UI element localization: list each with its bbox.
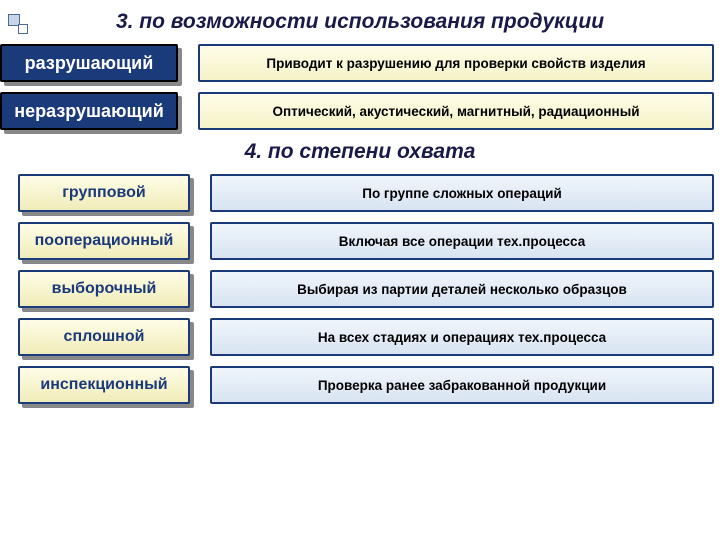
- section-4-rows: групповой По группе сложных операций поопе…: [0, 174, 720, 404]
- section3-row: разрушающий Приводит к разрушению для про…: [0, 44, 720, 82]
- section3-desc: Оптический, акустический, магнитный, рад…: [198, 92, 714, 130]
- section4-row: выборочный Выбирая из партии деталей неск…: [0, 270, 720, 308]
- section3-label: разрушающий: [0, 44, 178, 82]
- section4-label: сплошной: [18, 318, 190, 356]
- section3-label-wrap: разрушающий: [0, 44, 178, 82]
- section4-label: выборочный: [18, 270, 190, 308]
- section4-row: групповой По группе сложных операций: [0, 174, 720, 212]
- section4-label: групповой: [18, 174, 190, 212]
- section4-label: инспекционный: [18, 366, 190, 404]
- section4-desc: Выбирая из партии деталей несколько обра…: [210, 270, 714, 308]
- corner-decoration: [8, 14, 32, 38]
- section4-label-wrap: групповой: [18, 174, 190, 212]
- section4-label: пооперационный: [18, 222, 190, 260]
- section4-label-wrap: выборочный: [18, 270, 190, 308]
- section4-label-wrap: сплошной: [18, 318, 190, 356]
- section4-desc: Проверка ранее забракованной продукции: [210, 366, 714, 404]
- section4-row: сплошной На всех стадиях и операциях тех.…: [0, 318, 720, 356]
- section4-label-wrap: инспекционный: [18, 366, 190, 404]
- heading-section-4: 4. по степени охвата: [0, 140, 720, 164]
- section4-desc: На всех стадиях и операциях тех.процесса: [210, 318, 714, 356]
- section3-desc: Приводит к разрушению для проверки свойс…: [198, 44, 714, 82]
- section4-row: инспекционный Проверка ранее забракованно…: [0, 366, 720, 404]
- section4-desc: По группе сложных операций: [210, 174, 714, 212]
- section4-desc: Включая все операции тех.процесса: [210, 222, 714, 260]
- section4-label-wrap: пооперационный: [18, 222, 190, 260]
- section-3-rows: разрушающий Приводит к разрушению для про…: [0, 44, 720, 130]
- section3-label-wrap: неразрушающий: [0, 92, 178, 130]
- section3-row: неразрушающий Оптический, акустический, м…: [0, 92, 720, 130]
- section3-label: неразрушающий: [0, 92, 178, 130]
- section4-row: пооперационный Включая все операции тех.п…: [0, 222, 720, 260]
- heading-section-3: 3. по возможности использования продукци…: [0, 6, 720, 34]
